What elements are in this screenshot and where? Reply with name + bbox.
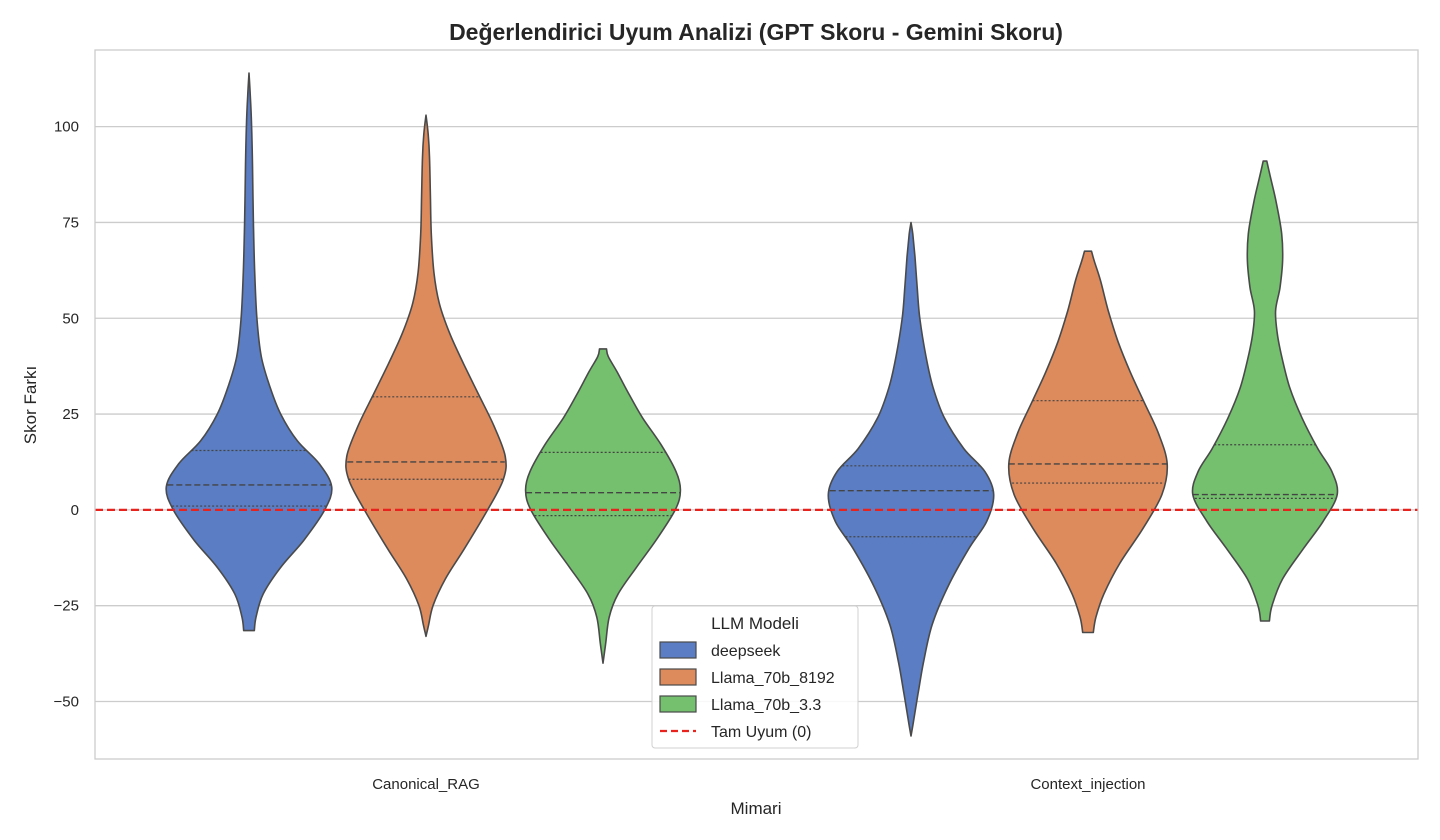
- violin-deepseek-Context_injection: [827, 221, 995, 737]
- violin-body: [345, 114, 507, 638]
- y-tick-label: 0: [71, 502, 79, 519]
- legend-label: deepseek: [711, 643, 781, 660]
- legend-swatch: [659, 668, 697, 686]
- violin-deepseek-Canonical_RAG: [165, 72, 333, 632]
- legend-title: LLM Modeli: [711, 614, 799, 633]
- y-tick-label: 75: [62, 214, 79, 231]
- legend-box: [651, 605, 859, 749]
- x-axis-label: Mimari: [731, 799, 782, 818]
- legend-label: Tam Uyum (0): [711, 724, 811, 741]
- x-tick-label: Context_injection: [1030, 776, 1145, 793]
- y-tick-label: −50: [54, 694, 79, 711]
- tick-labels: −50 −25 0 25 50 75 100 Canonical_RAG Context_inj…: [54, 119, 1146, 793]
- plot-frame: [94, 49, 1419, 760]
- chart-title: Değerlendirici Uyum Analizi (GPT Skoru -…: [449, 19, 1063, 45]
- legend-label: Llama_70b_8192: [711, 670, 835, 687]
- violin-body: [524, 348, 682, 664]
- x-tick-label: Canonical_RAG: [372, 776, 480, 793]
- y-tick-label: −25: [54, 598, 79, 615]
- violin-Llama_70b_8192-Context_injection: [1007, 250, 1169, 634]
- violin-body: [165, 72, 333, 632]
- legend-swatch: [659, 695, 697, 713]
- y-tick-label: 50: [62, 310, 79, 327]
- legend-label: Llama_70b_3.3: [711, 697, 821, 714]
- violin-Llama_70b_3.3-Context_injection: [1191, 160, 1339, 622]
- violin-body: [827, 221, 995, 737]
- violin-body: [1007, 250, 1169, 634]
- y-axis-label: Skor Farkı: [21, 366, 40, 444]
- y-tick-label: 100: [54, 119, 79, 136]
- violin-Llama_70b_8192-Canonical_RAG: [345, 114, 507, 638]
- legend-swatch: [659, 641, 697, 659]
- violin-body: [1191, 160, 1339, 622]
- y-tick-label: 25: [62, 406, 79, 423]
- violins: [165, 72, 1339, 737]
- legend: LLM Modeli deepseek Llama_70b_8192 Llama_7…: [651, 605, 859, 749]
- violin-Llama_70b_3.3-Canonical_RAG: [524, 348, 682, 664]
